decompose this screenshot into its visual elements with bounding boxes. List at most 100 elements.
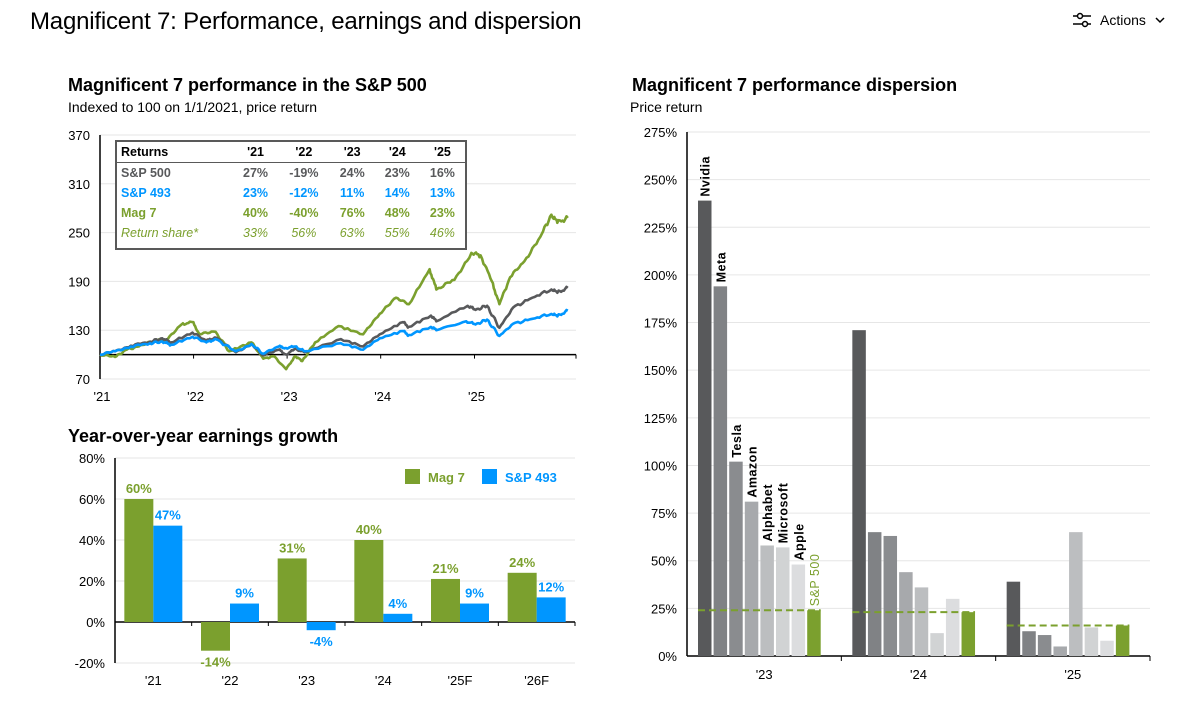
- bar-alphabet: [1069, 532, 1083, 656]
- actions-label: Actions: [1100, 12, 1146, 28]
- bar-meta: [867, 532, 882, 656]
- bar-mag-7: [431, 578, 460, 622]
- data-label: 9%: [235, 586, 254, 601]
- y-tick-label: 80%: [79, 451, 105, 466]
- cell: 48%: [384, 206, 410, 220]
- bar-label: Meta: [714, 251, 728, 282]
- bar-amazon: [744, 501, 759, 656]
- bar-label: Microsoft: [777, 482, 791, 543]
- x-tick-label: '25: [468, 389, 485, 404]
- line-chart-subtitle: Indexed to 100 on 1/1/2021, price return: [68, 99, 318, 115]
- bar-amazon: [899, 572, 913, 656]
- bar-mag-7: [201, 622, 230, 651]
- y-tick-label: 0%: [658, 649, 677, 664]
- x-tick-label: '21: [145, 673, 162, 688]
- bar-nvidia: [852, 330, 866, 656]
- cell: 63%: [339, 226, 365, 240]
- data-label: 60%: [126, 481, 152, 496]
- y-tick-label: 150%: [644, 363, 678, 378]
- bar-label: Tesla: [730, 424, 744, 458]
- cell: 46%: [429, 226, 455, 240]
- x-tick-label: '23: [756, 667, 773, 682]
- x-tick-label: '25: [1064, 667, 1081, 682]
- bar-meta: [1022, 631, 1036, 656]
- bar-apple: [945, 598, 960, 656]
- y-tick-label: 250: [68, 226, 90, 241]
- series-line-sp500: [99, 285, 569, 357]
- cell: 27%: [243, 166, 269, 180]
- dispersion-chart-title: Magnificent 7 performance dispersion: [632, 75, 958, 95]
- dispersion-chart-subtitle: Price return: [630, 99, 703, 115]
- x-tick-label: '21: [94, 389, 111, 404]
- cell: -12%: [289, 186, 319, 200]
- series-line-mag7: [99, 213, 569, 371]
- bar-label: Apple: [792, 523, 806, 560]
- x-tick-label: '22: [222, 673, 239, 688]
- bar-microsoft: [1084, 627, 1099, 656]
- returns-table-header: Returns '21 '22 '23 '24 '25: [117, 142, 465, 163]
- legend-label: Mag 7: [428, 470, 465, 485]
- line-chart-title: Magnificent 7 performance in the S&P 500: [68, 75, 427, 95]
- data-label: 21%: [432, 561, 458, 576]
- data-label: -14%: [200, 655, 231, 670]
- y-tick-label: 310: [68, 177, 90, 192]
- y-tick-label: 370: [68, 128, 90, 143]
- table-row: S&P 500 27% -19% 24% 23% 16%: [117, 163, 465, 184]
- y-tick-label: 125%: [644, 411, 678, 426]
- table-row: Mag 7 40% -40% 76% 48% 23%: [117, 203, 465, 223]
- bar-mag-7: [507, 572, 537, 622]
- sliders-icon: [1073, 12, 1091, 28]
- cell: 56%: [291, 226, 317, 240]
- y-tick-label: 50%: [651, 554, 677, 569]
- row-label: S&P 493: [121, 186, 171, 200]
- actions-button[interactable]: Actions: [1072, 12, 1166, 28]
- page-title: Magnificent 7: Performance, earnings and…: [30, 8, 582, 35]
- y-tick-label: 175%: [644, 316, 678, 331]
- x-tick-label: '24: [910, 667, 927, 682]
- chevron-down-icon: [1155, 17, 1165, 24]
- bar-tesla: [1037, 635, 1052, 656]
- cell: 23%: [243, 186, 269, 200]
- earnings-chart-title: Year-over-year earnings growth: [68, 426, 339, 446]
- series-line-sp493: [99, 308, 569, 357]
- data-label: -4%: [310, 634, 334, 649]
- row-label: Return share*: [121, 226, 199, 240]
- data-label: 24%: [509, 555, 535, 570]
- bar-alphabet: [914, 587, 929, 656]
- bar-s-p-493: [306, 622, 336, 631]
- bar-mag-7: [277, 558, 307, 622]
- bar-microsoft: [930, 633, 944, 656]
- bar-s-p-493: [153, 525, 183, 622]
- y-tick-label: 100%: [644, 458, 678, 473]
- header-cell: '23: [329, 142, 375, 163]
- cell: -19%: [289, 166, 319, 180]
- cell: -40%: [289, 206, 319, 220]
- row-label: S&P 500: [121, 166, 171, 180]
- x-tick-label: '26F: [524, 673, 549, 688]
- bar-s-p-500: [961, 612, 976, 656]
- legend-swatch: [405, 469, 420, 484]
- data-label: 47%: [155, 508, 181, 523]
- bar-mag-7: [354, 540, 384, 622]
- bar-s-p-500: [807, 610, 821, 656]
- y-tick-label: 190: [68, 274, 90, 289]
- cell: 33%: [243, 226, 269, 240]
- y-tick-label: 60%: [79, 492, 105, 507]
- data-label: 12%: [538, 579, 564, 594]
- cell: 23%: [384, 166, 410, 180]
- cell: 76%: [339, 206, 365, 220]
- bar-mag-7: [124, 499, 154, 622]
- returns-table: Returns '21 '22 '23 '24 '25 S&P 500 27% …: [115, 140, 467, 250]
- bar-alphabet: [760, 545, 774, 656]
- bar-s-p-493: [383, 613, 413, 622]
- bar-meta: [713, 286, 728, 656]
- cell: 11%: [340, 186, 365, 200]
- header-cell: Returns: [117, 142, 233, 163]
- data-label: 40%: [356, 522, 382, 537]
- data-label: 9%: [465, 586, 484, 601]
- x-tick-label: '23: [298, 673, 315, 688]
- cell: 24%: [339, 166, 365, 180]
- row-label: Mag 7: [121, 206, 157, 220]
